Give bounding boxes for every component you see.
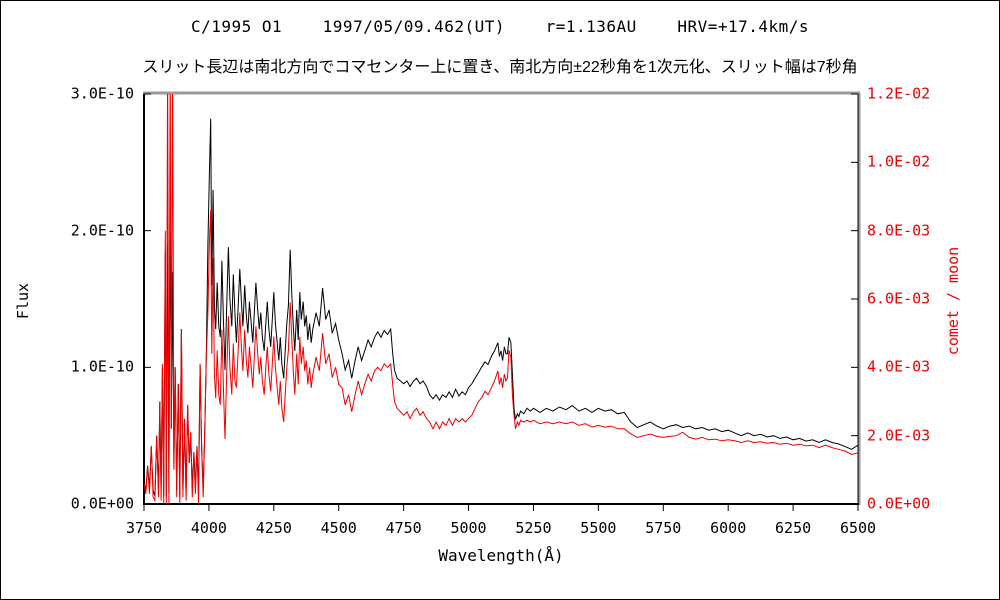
x-tick-label: 4000 [191, 521, 227, 536]
x-tick-label: 6250 [775, 521, 811, 536]
left-tick-label: 0.0E+00 [66, 497, 134, 512]
right-tick-label: 1.2E-02 [867, 87, 930, 102]
x-tick-label: 4750 [386, 521, 422, 536]
x-tick-label: 5500 [580, 521, 616, 536]
x-tick-label: 3750 [126, 521, 162, 536]
spectrum-plot [1, 1, 999, 599]
right-tick-label: 8.0E-03 [867, 223, 930, 238]
x-tick-label: 5750 [645, 521, 681, 536]
left-tick-label: 1.0E-10 [66, 360, 134, 375]
right-tick-label: 1.0E-02 [867, 155, 930, 170]
right-tick-label: 0.0E+00 [867, 497, 930, 512]
left-tick-label: 2.0E-10 [66, 223, 134, 238]
x-tick-label: 4500 [321, 521, 357, 536]
right-tick-label: 4.0E-03 [867, 360, 930, 375]
x-tick-label: 5000 [450, 521, 486, 536]
x-tick-label: 6500 [840, 521, 876, 536]
left-axis-title: Flux [14, 283, 32, 319]
right-tick-label: 2.0E-03 [867, 428, 930, 443]
right-axis-title: comet / moon [944, 247, 962, 355]
x-tick-label: 4250 [256, 521, 292, 536]
chart-canvas: C/1995 O1 1997/05/09.462(UT) r=1.136AU H… [0, 0, 1000, 600]
x-tick-label: 6000 [710, 521, 746, 536]
right-tick-label: 6.0E-03 [867, 292, 930, 307]
left-tick-label: 3.0E-10 [66, 87, 134, 102]
x-tick-label: 5250 [515, 521, 551, 536]
x-axis-title: Wavelength(Å) [144, 546, 858, 565]
